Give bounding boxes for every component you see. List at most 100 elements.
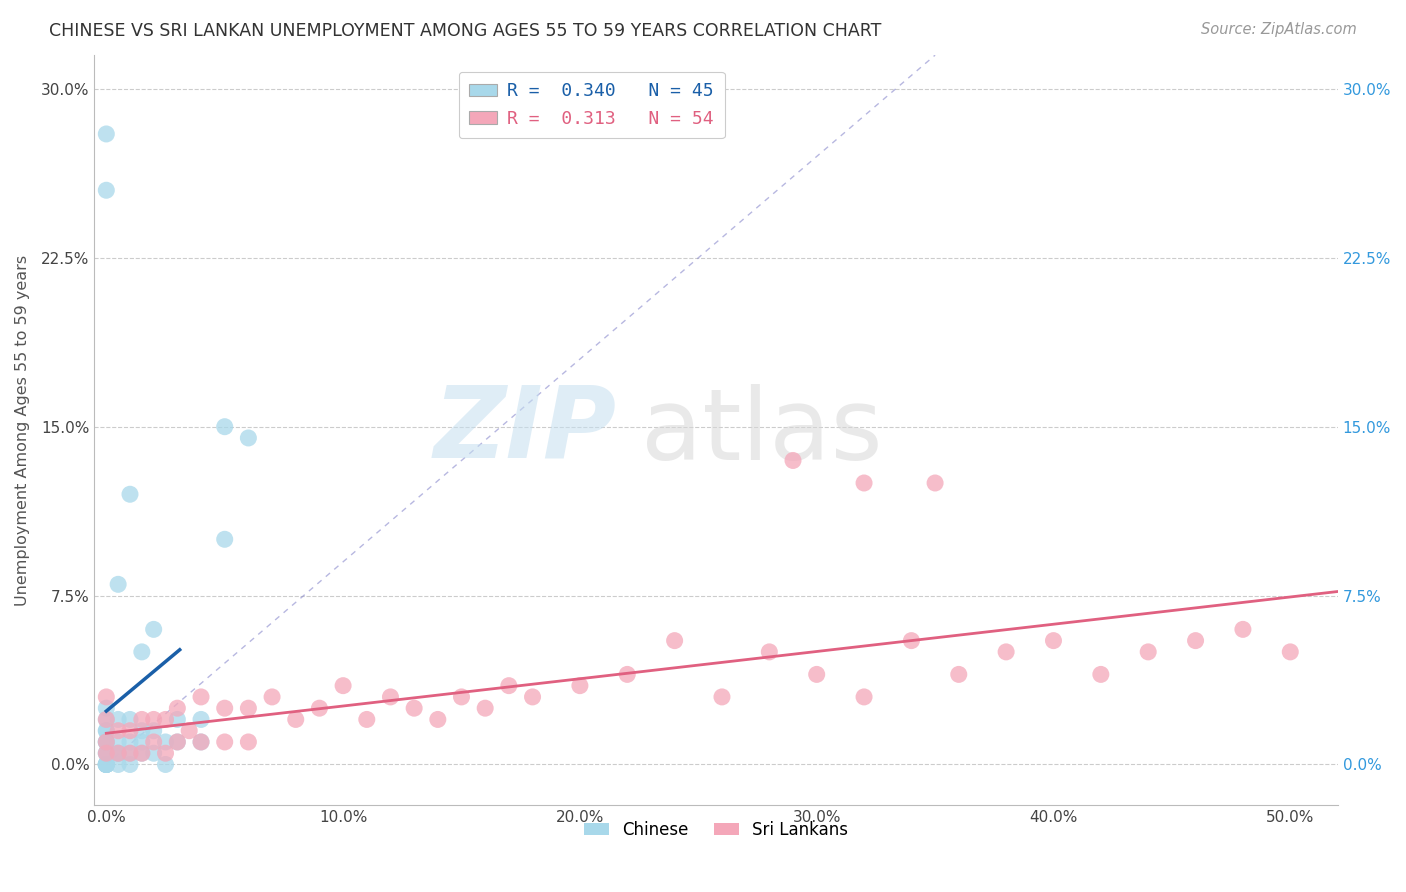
Point <box>522 690 544 704</box>
Point <box>96 713 118 727</box>
Point <box>1232 623 1254 637</box>
Point <box>96 127 118 141</box>
Point <box>155 735 177 749</box>
Point <box>356 713 378 727</box>
Point <box>450 690 472 704</box>
Point <box>498 679 520 693</box>
Point <box>107 746 129 760</box>
Text: CHINESE VS SRI LANKAN UNEMPLOYMENT AMONG AGES 55 TO 59 YEARS CORRELATION CHART: CHINESE VS SRI LANKAN UNEMPLOYMENT AMONG… <box>49 22 882 40</box>
Point <box>948 667 970 681</box>
Point <box>96 746 118 760</box>
Point <box>96 757 118 772</box>
Point <box>853 475 876 490</box>
Point <box>1090 667 1112 681</box>
Point <box>1279 645 1302 659</box>
Point <box>924 475 946 490</box>
Point <box>853 690 876 704</box>
Point <box>118 746 141 760</box>
Point <box>190 690 212 704</box>
Point <box>118 487 141 501</box>
Point <box>131 746 153 760</box>
Point <box>142 623 165 637</box>
Point <box>96 735 118 749</box>
Point <box>616 667 638 681</box>
Point <box>1184 633 1206 648</box>
Point <box>262 690 284 704</box>
Point <box>179 723 201 738</box>
Point <box>190 735 212 749</box>
Point <box>214 533 236 547</box>
Point <box>96 757 118 772</box>
Point <box>214 735 236 749</box>
Point <box>806 667 828 681</box>
Point <box>131 645 153 659</box>
Point <box>131 735 153 749</box>
Point <box>1042 633 1064 648</box>
Point <box>166 735 188 749</box>
Point <box>568 679 591 693</box>
Point <box>332 679 354 693</box>
Point <box>107 746 129 760</box>
Point <box>166 701 188 715</box>
Point <box>96 723 118 738</box>
Point <box>96 701 118 715</box>
Point <box>155 746 177 760</box>
Point <box>96 757 118 772</box>
Point <box>96 746 118 760</box>
Point <box>96 723 118 738</box>
Point <box>426 713 449 727</box>
Point <box>118 723 141 738</box>
Point <box>131 746 153 760</box>
Text: Source: ZipAtlas.com: Source: ZipAtlas.com <box>1201 22 1357 37</box>
Point <box>166 713 188 727</box>
Point <box>404 701 426 715</box>
Point <box>142 746 165 760</box>
Point <box>107 735 129 749</box>
Point <box>107 713 129 727</box>
Point <box>96 183 118 197</box>
Text: atlas: atlas <box>641 384 883 481</box>
Point <box>96 757 118 772</box>
Point <box>96 757 118 772</box>
Point <box>96 757 118 772</box>
Point <box>142 735 165 749</box>
Point <box>758 645 780 659</box>
Point <box>131 713 153 727</box>
Point <box>238 735 260 749</box>
Point <box>166 735 188 749</box>
Point <box>214 419 236 434</box>
Point <box>96 690 118 704</box>
Point <box>782 453 804 467</box>
Point <box>107 757 129 772</box>
Point <box>238 701 260 715</box>
Point <box>474 701 496 715</box>
Point <box>96 757 118 772</box>
Point <box>96 735 118 749</box>
Point <box>214 701 236 715</box>
Point <box>107 746 129 760</box>
Point <box>118 746 141 760</box>
Point <box>107 577 129 591</box>
Point <box>142 713 165 727</box>
Point <box>96 746 118 760</box>
Point <box>155 757 177 772</box>
Point <box>107 723 129 738</box>
Point <box>995 645 1018 659</box>
Point <box>96 713 118 727</box>
Point <box>190 713 212 727</box>
Point <box>155 713 177 727</box>
Point <box>238 431 260 445</box>
Point <box>710 690 733 704</box>
Point <box>284 713 307 727</box>
Point <box>1137 645 1160 659</box>
Point <box>380 690 402 704</box>
Point <box>900 633 922 648</box>
Point <box>118 735 141 749</box>
Point <box>96 735 118 749</box>
Point <box>96 735 118 749</box>
Legend: Chinese, Sri Lankans: Chinese, Sri Lankans <box>578 814 855 846</box>
Y-axis label: Unemployment Among Ages 55 to 59 years: Unemployment Among Ages 55 to 59 years <box>15 254 30 606</box>
Point <box>190 735 212 749</box>
Text: ZIP: ZIP <box>433 382 617 479</box>
Point <box>142 723 165 738</box>
